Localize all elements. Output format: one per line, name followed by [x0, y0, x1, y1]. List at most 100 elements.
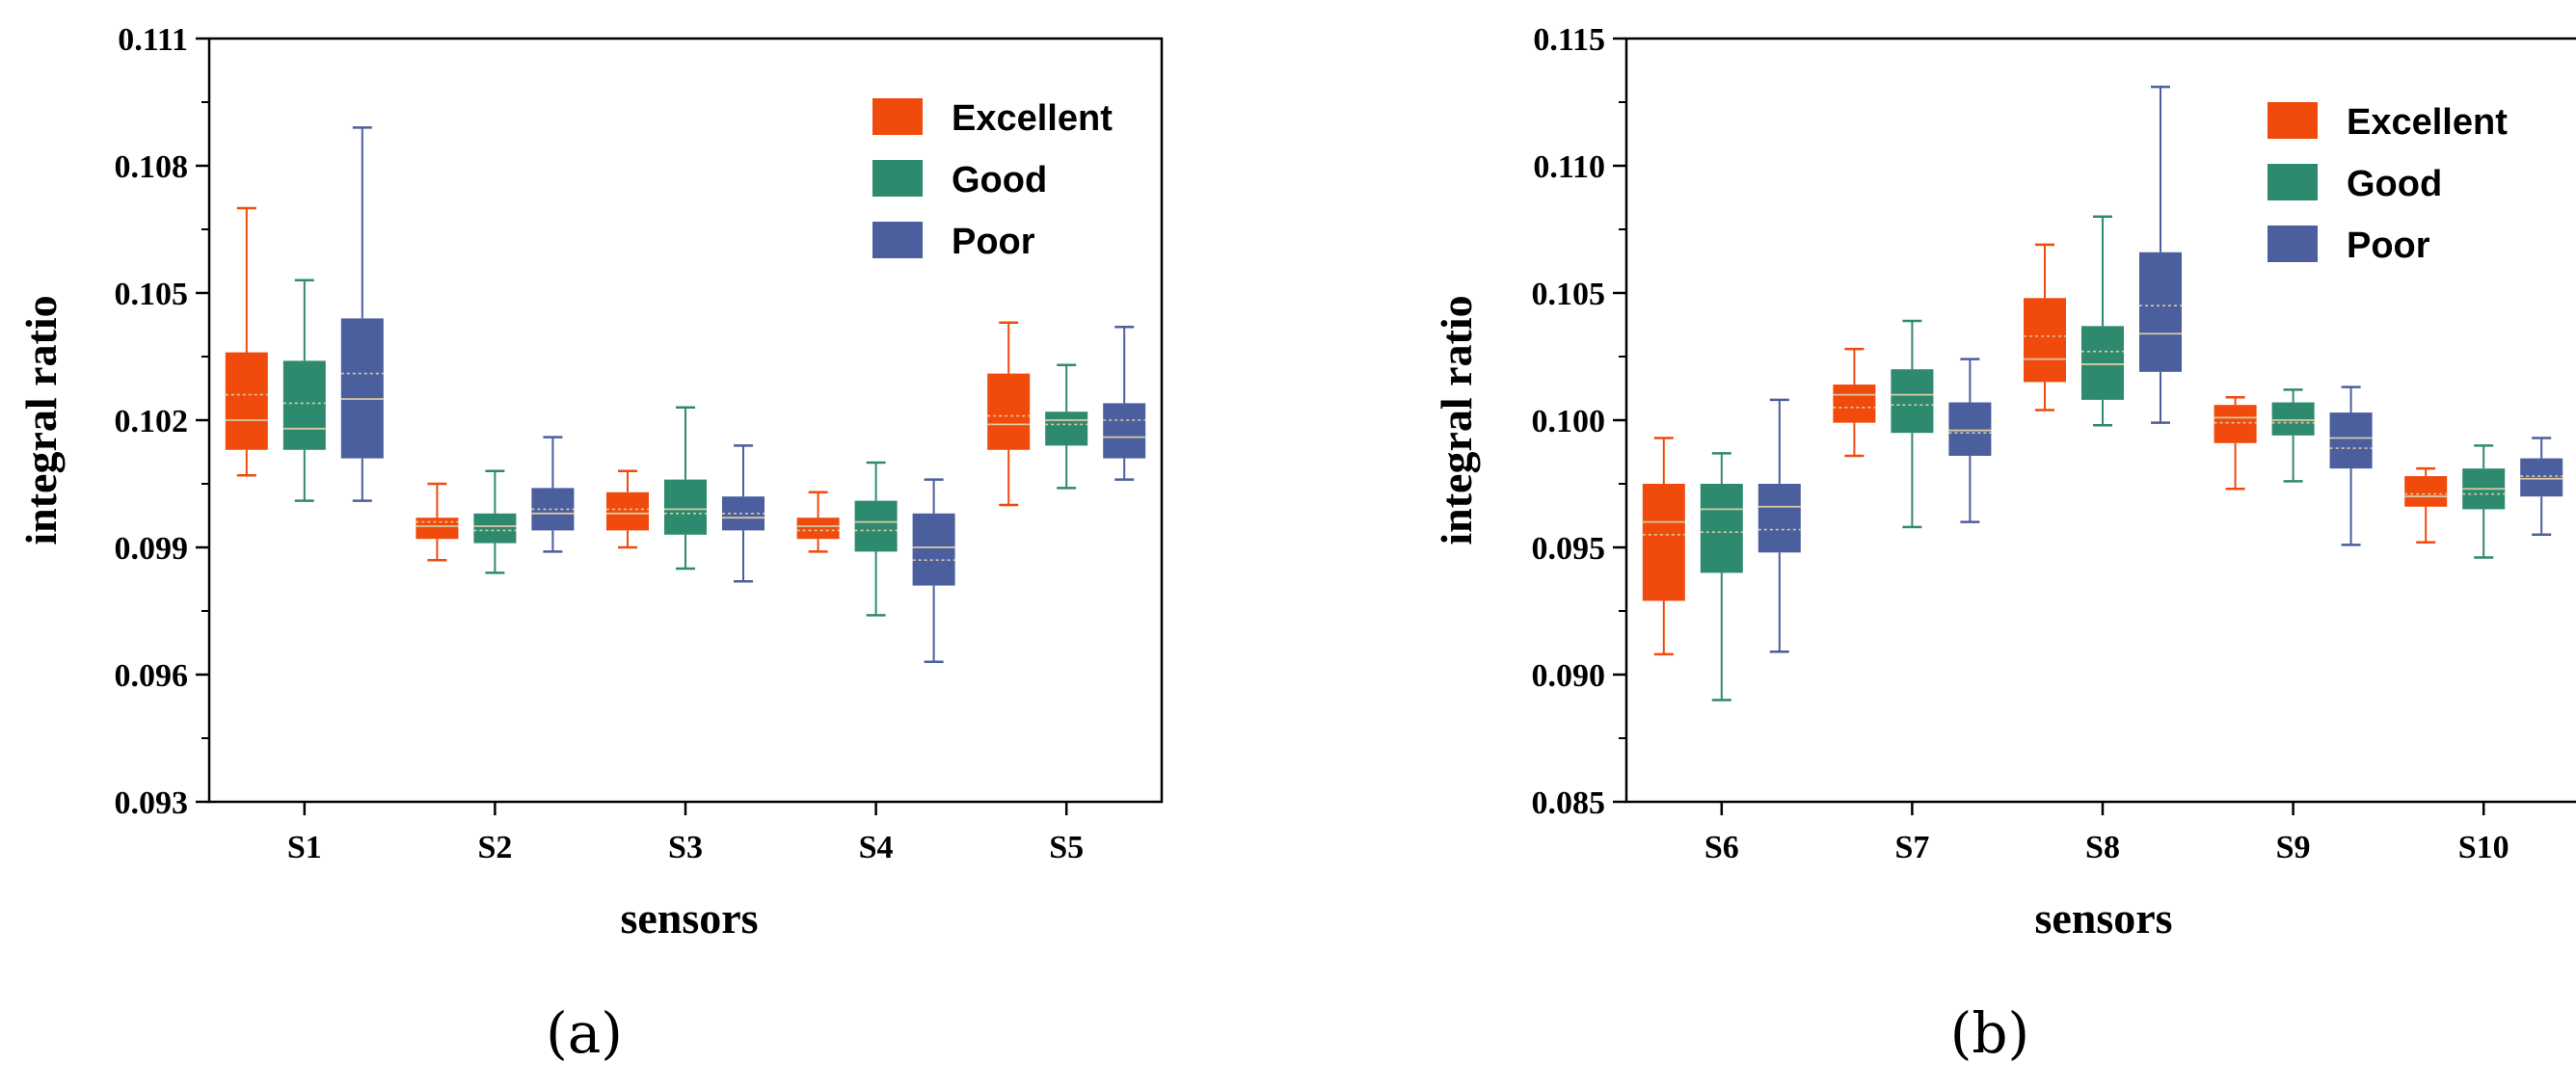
box-iqr: [2081, 326, 2124, 400]
box-iqr: [2404, 476, 2448, 507]
x-tick-label: S10: [2458, 830, 2509, 865]
legend-swatch: [2267, 226, 2318, 262]
y-tick-label: 0.100: [1532, 404, 1606, 439]
y-tick-label: 0.085: [1532, 785, 1606, 821]
box-iqr: [796, 518, 840, 540]
box-excellent-s7: [1833, 347, 1876, 458]
plot-frame: [1624, 37, 2576, 804]
legend-swatch: [872, 98, 923, 135]
x-tick-label: S7: [1894, 830, 1929, 865]
box-iqr: [1103, 403, 1146, 459]
y-tick-label: 0.093: [115, 785, 189, 821]
box-good-s7: [1891, 319, 1934, 529]
legend-item-excellent: Excellent: [872, 98, 1113, 139]
legend-item-good: Good: [872, 160, 1047, 200]
box-iqr: [225, 352, 268, 450]
box-poor-s3: [722, 444, 765, 583]
box-iqr: [2520, 458, 2563, 497]
box-excellent-s3: [606, 469, 649, 549]
box-iqr: [2271, 402, 2315, 436]
box-poor-s6: [1758, 398, 1801, 653]
box-iqr: [2139, 252, 2182, 372]
box-good-s6: [1700, 452, 1743, 702]
box-poor-s7: [1948, 358, 1992, 523]
box-good-s1: [282, 279, 326, 502]
y-axis-title: integral ratio: [1432, 295, 1481, 544]
legend: Excellent Good Poor: [872, 98, 1113, 262]
box-good-s8: [2081, 215, 2124, 427]
box-good-s4: [854, 461, 898, 617]
box-excellent-s4: [796, 491, 840, 553]
box-iqr: [416, 518, 459, 540]
box-iqr: [340, 318, 384, 459]
box-excellent-s1: [225, 206, 268, 477]
box-iqr: [987, 373, 1031, 450]
legend-label: Poor: [2347, 226, 2430, 266]
box-good-s3: [664, 406, 707, 571]
box-excellent-s8: [2024, 243, 2066, 412]
legend-label: Good: [952, 160, 1047, 200]
box-iqr: [1700, 484, 1743, 573]
chart-panel-b: 0.085 0.090 0.095 0.100 0.105 0.110 0.115 S6 S7…: [1432, 22, 2576, 1066]
box-iqr: [1045, 412, 1088, 446]
y-tick-label: 0.115: [1533, 22, 1605, 58]
legend-swatch: [872, 222, 923, 258]
box-excellent-s5: [987, 321, 1031, 507]
box-iqr: [1642, 484, 1685, 601]
legend-swatch: [2267, 102, 2318, 139]
legend-item-excellent: Excellent: [2267, 102, 2508, 143]
x-tick-label: S4: [859, 830, 894, 865]
box-iqr: [2214, 405, 2257, 443]
box-excellent-s2: [416, 482, 459, 562]
box-iqr: [2024, 298, 2066, 383]
legend-swatch: [2267, 164, 2318, 200]
y-tick-label: 0.111: [118, 22, 188, 58]
box-poor-s1: [340, 126, 384, 502]
x-tick-label: S5: [1049, 830, 1084, 865]
legend-item-good: Good: [2267, 164, 2442, 204]
box-good-s9: [2271, 388, 2315, 483]
y-tick-label: 0.110: [1533, 149, 1605, 185]
box-poor-s10: [2520, 437, 2563, 537]
y-tick-label: 0.090: [1532, 658, 1606, 694]
box-excellent-s9: [2214, 395, 2257, 491]
box-iqr: [1891, 369, 1934, 434]
box-excellent-s10: [2404, 466, 2448, 544]
legend-label: Excellent: [952, 98, 1113, 139]
x-tick-label: S9: [2276, 830, 2311, 865]
box-iqr: [1833, 385, 1876, 423]
legend-swatch: [872, 160, 923, 197]
box-iqr: [473, 513, 517, 544]
y-tick-label: 0.105: [115, 277, 189, 312]
box-excellent-s6: [1642, 437, 1685, 656]
box-iqr: [2329, 412, 2373, 469]
box-iqr: [1948, 402, 1992, 456]
y-tick-label: 0.108: [115, 149, 189, 185]
box-poor-s2: [531, 436, 575, 553]
box-good-s5: [1045, 363, 1088, 490]
x-tick-label: S2: [477, 830, 512, 865]
y-tick-label: 0.102: [115, 404, 189, 439]
box-poor-s8: [2139, 85, 2182, 424]
legend: Excellent Good Poor: [2267, 102, 2508, 266]
x-axis-title: sensors: [2034, 893, 2172, 943]
box-iqr: [1758, 484, 1801, 553]
box-poor-s5: [1103, 325, 1146, 481]
x-tick-label: S3: [668, 830, 703, 865]
panel-label-b: (b): [1950, 1000, 2029, 1066]
box-good-s2: [473, 469, 517, 574]
legend-item-poor: Poor: [872, 222, 1035, 262]
legend-item-poor: Poor: [2267, 226, 2430, 266]
box-iqr: [854, 500, 898, 552]
y-tick-label: 0.105: [1532, 277, 1606, 312]
legend-label: Excellent: [2347, 102, 2508, 143]
legend-label: Poor: [952, 222, 1035, 262]
chart-panel-a: 0.093 0.096 0.099 0.102 0.105 0.108 0.111 S1 S2…: [16, 22, 1164, 1066]
x-tick-label: S1: [287, 830, 322, 865]
x-tick-label: S6: [1704, 830, 1739, 865]
y-tick-label: 0.095: [1532, 531, 1606, 567]
x-tick-label: S8: [2085, 830, 2120, 865]
y-tick-label: 0.096: [115, 658, 189, 694]
box-poor-s9: [2329, 385, 2373, 546]
